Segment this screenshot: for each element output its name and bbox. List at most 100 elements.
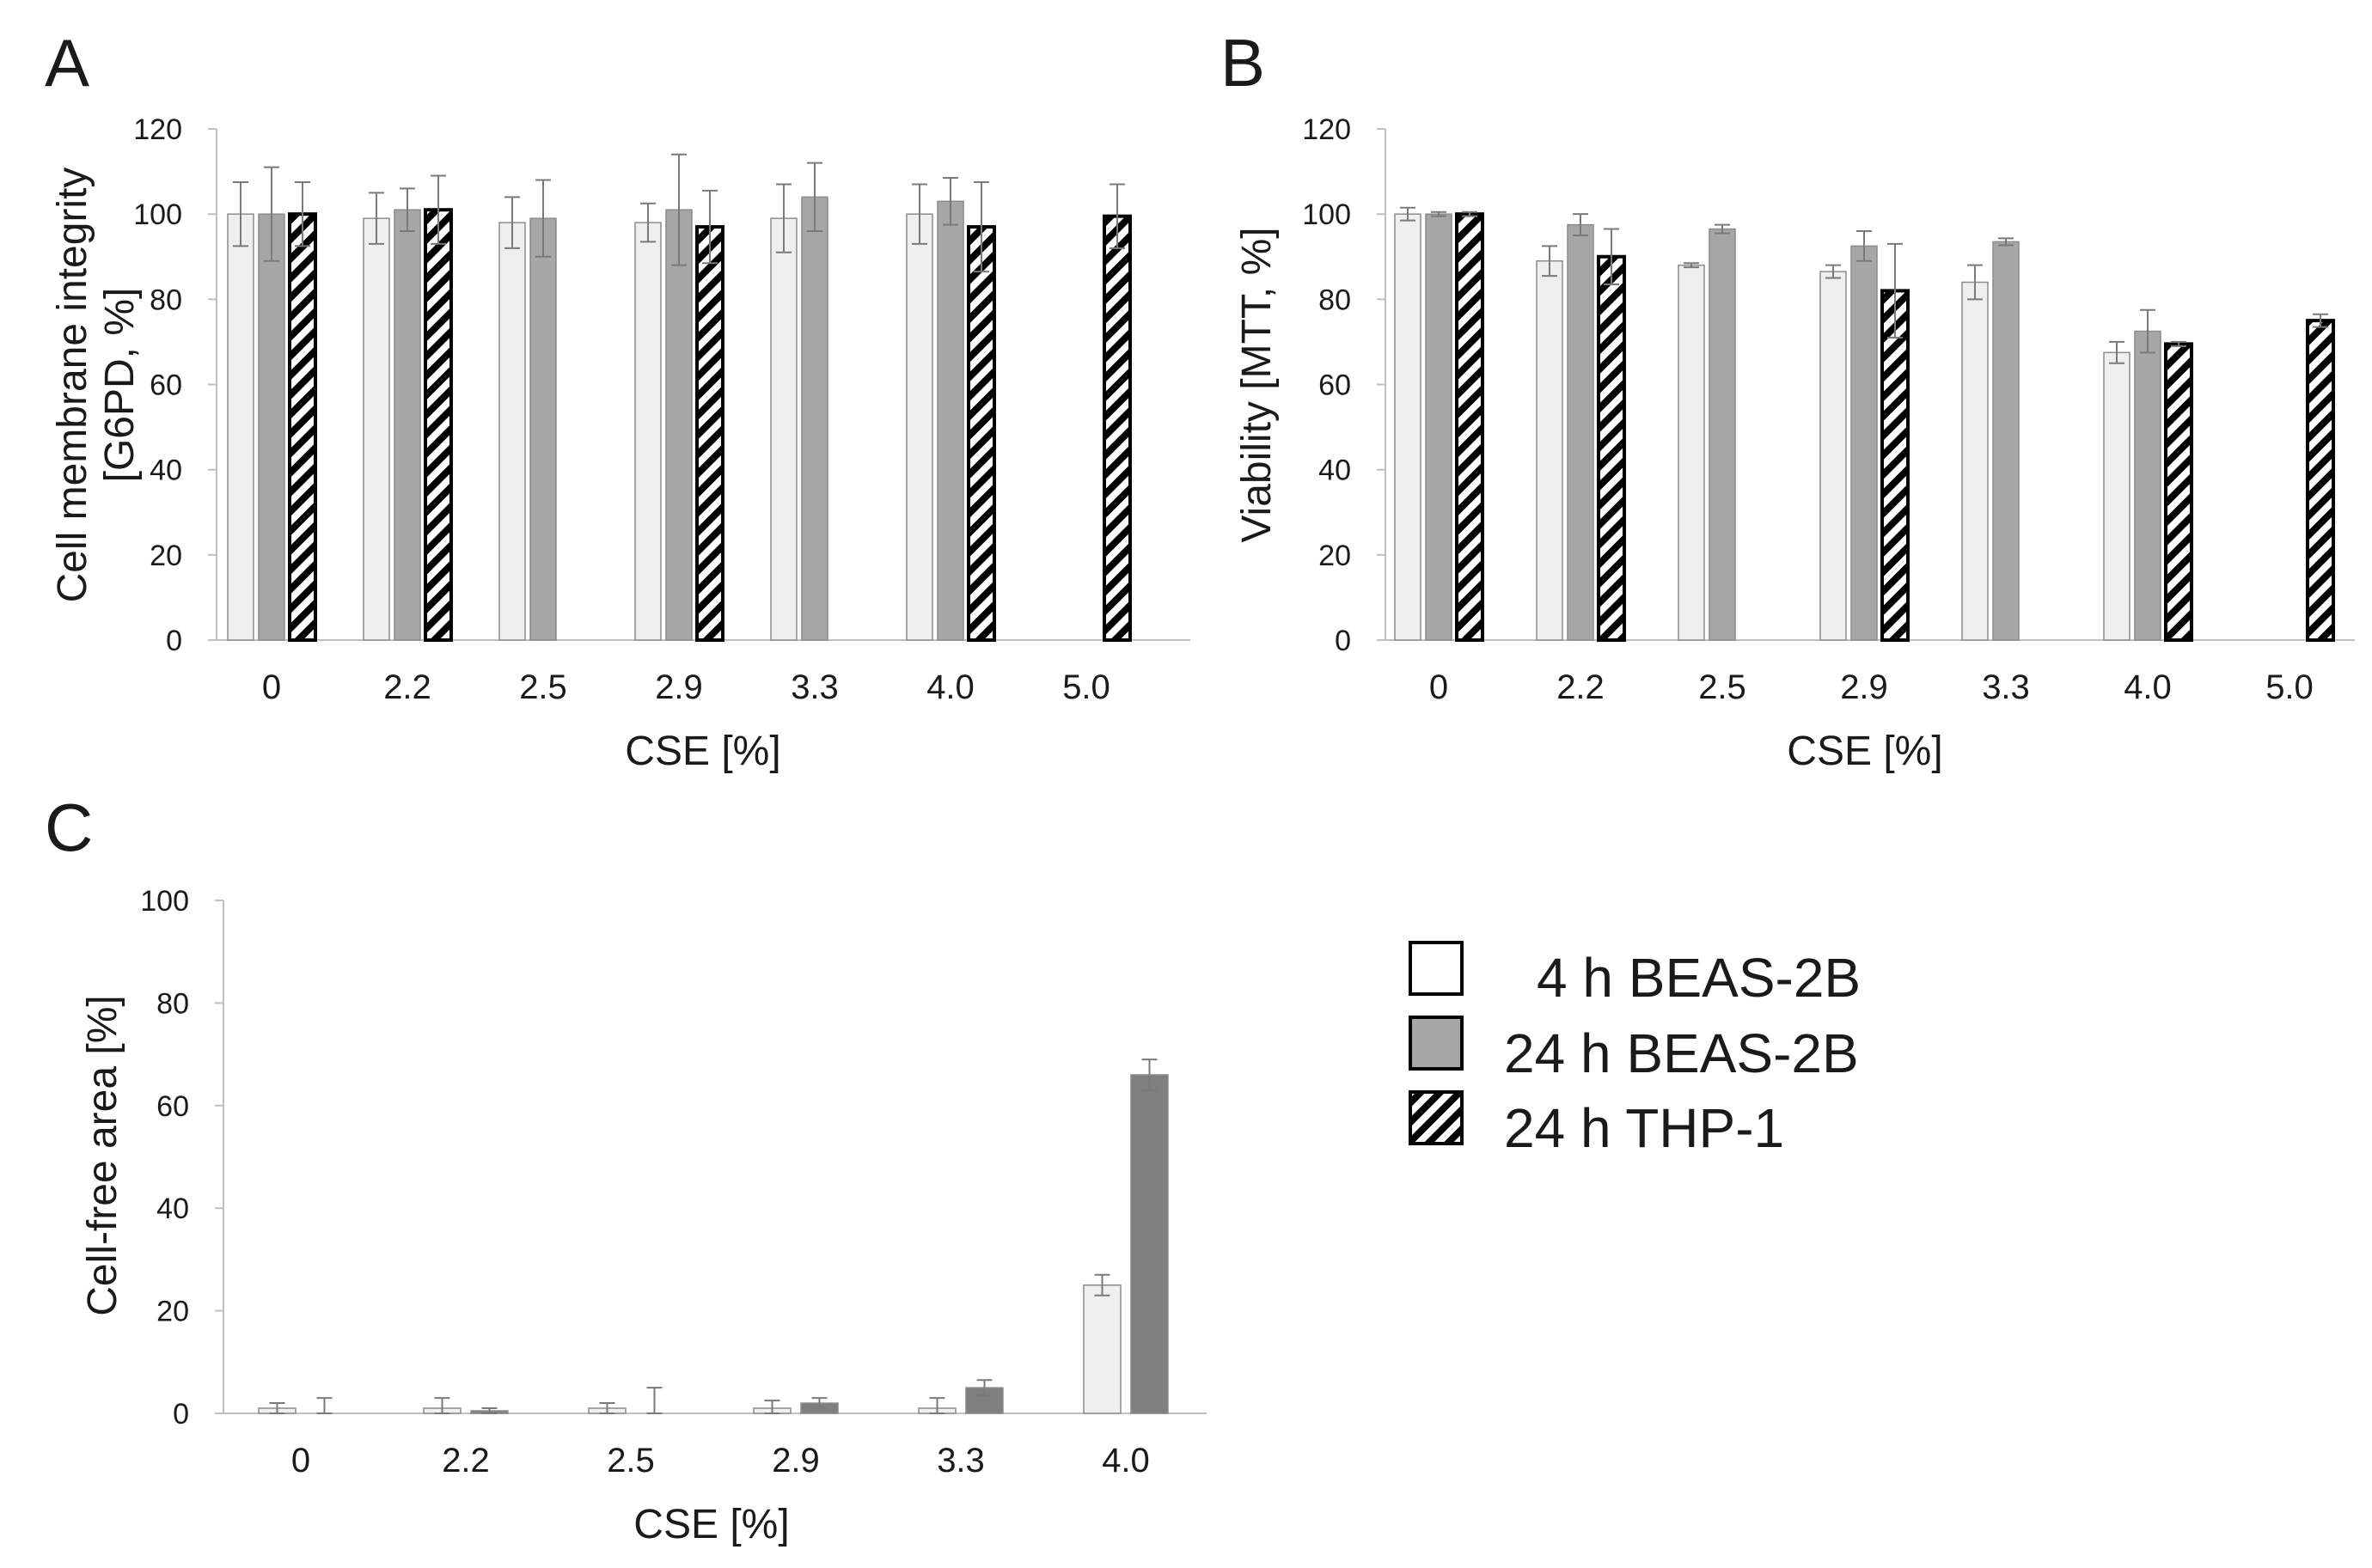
legend-label: 24 h THP-1 [1504,1097,1784,1159]
x-tick-label: 2.2 [1556,668,1605,706]
error-bar-4-h-beas-2b-2-9 [764,1400,780,1414]
bar-24-h-beas-2b-0 [1425,213,1452,641]
chart-c: 0 20 40 60 80 100 0 2.2 2.5 2.9 3.3 4.0 CSE [%] Cell-… [80,885,1207,1547]
bar-24-h-thp-1-2-2 [424,208,453,642]
error-bar-24-h-thp-1-5-0 [2313,313,2328,328]
bar-24-h-beas-2b-2-5 [1709,228,1736,641]
bar-24-h-beas-2b-2-9 [1850,245,1878,641]
x-tick-label: 2.2 [383,668,431,706]
legend: 4 h BEAS-2B 24 h BEAS-2B 24 h THP-1 [1409,941,1861,1159]
bar-24-h-beas-2b-2-5 [529,217,557,641]
x-tick-label: 2.9 [655,668,703,706]
y-tick-label: 120 [133,113,182,146]
x-tick-label: 5.0 [1062,668,1110,706]
error-bar-4-h-beas-2b-4-0 [912,183,927,245]
error-bar-4-h-beas-2b-0 [233,180,248,247]
x-tick-label: 0 [291,1442,310,1480]
error-bar-24-h-beas-2b-2-9 [811,1397,828,1410]
y-tick-label: 120 [1302,113,1351,146]
x-tick-label: 2.5 [1698,668,1746,706]
y-tick-label: 20 [156,1296,189,1328]
error-bar-4-h-beas-2b-3-3 [776,183,792,253]
error-bar-24-h-beas-2b-2-2 [400,187,415,232]
y-axis-label: [G6PD, %] [97,288,143,483]
error-bar-4-h-beas-2b-2-5 [1684,262,1699,269]
y-axis-label: Cell-free area [%] [80,995,125,1315]
x-axis-label: CSE [%] [633,1502,789,1547]
error-bar-24-h-thp-1-2-9 [702,189,718,265]
error-bar-24-h-beas-2b-2-2 [1573,213,1588,236]
error-bar-4-h-beas-2b-2-9 [640,202,656,243]
x-tick-label: 4.0 [2124,668,2172,706]
bar-24-h-beas-2b-4-0 [937,200,964,641]
error-bar-24-h-beas-2b-0 [1431,210,1446,217]
x-tick-label: 2.9 [772,1442,820,1480]
bar-4-h-beas-2b-2-5 [498,222,526,641]
error-bar-4-h-beas-2b-2-5 [599,1402,615,1414]
x-tick-label: 3.3 [1982,668,2030,706]
bar-4-h-beas-2b-2-9 [634,222,662,641]
y-tick-label: 100 [140,885,189,918]
x-tick-label: 2.9 [1840,668,1888,706]
error-bar-24-h-beas-2b-2-9 [1856,230,1872,262]
x-tick-label: 3.3 [791,668,839,706]
error-bar-24-h-thp-1-0 [1462,210,1477,217]
bar-4-h-beas-2b-4-0 [1083,1284,1122,1414]
error-bar-24-h-thp-1-2-2 [1604,228,1619,285]
x-tick-label: 3.3 [937,1442,985,1480]
bar-24-h-thp-1-5-0 [2306,319,2335,642]
x-axis-label: CSE [%] [1787,729,1942,774]
error-bar-4-h-beas-2b-0 [1400,206,1415,222]
error-bar-24-h-beas-2b-2-9 [671,153,687,266]
error-bar-24-h-beas-2b-3-3 [807,162,822,232]
x-tick-label: 4.0 [1102,1442,1150,1480]
y-tick-label: 60 [150,369,182,402]
bar-24-h-thp-1-2-2 [1597,254,1626,642]
y-axis-label: Viability [MTT, %] [1234,227,1280,542]
error-bar-4-h-beas-2b-4-0 [1094,1273,1110,1296]
legend-item-24h-thp1: 24 h THP-1 [1409,1090,1784,1159]
x-tick-label: 2.2 [442,1442,490,1480]
x-tick-label: 2.5 [519,668,567,706]
error-bar-24-h-beas-2b-4-0 [1141,1059,1158,1091]
legend-label: 24 h BEAS-2B [1504,1022,1859,1084]
error-bar-24-h-thp-1-2-2 [431,174,446,245]
error-bar-4-h-beas-2b-3-3 [1967,264,1983,301]
bar-24-h-thp-1-2-9 [1880,289,1910,642]
error-bar-4-h-beas-2b-3-3 [929,1397,945,1414]
bar-24-h-thp-1-4-0 [2164,342,2193,642]
error-bar-24-h-thp-1-5-0 [1110,183,1125,249]
y-tick-label: 40 [150,455,182,487]
bar-24-h-thp-1-5-0 [1103,214,1132,642]
bar-24-h-beas-2b-4-0 [2134,330,2161,641]
error-bar-24-h-beas-2b-0 [316,1397,333,1414]
bar-24-h-beas-2b-2-2 [394,209,421,641]
error-bar-4-h-beas-2b-4-0 [2109,340,2124,364]
legend-item-4h-beas: 4 h BEAS-2B [1409,941,1861,1009]
error-bar-24-h-thp-1-2-9 [1887,242,1903,339]
error-bar-24-h-beas-2b-4-0 [2140,308,2155,354]
error-bar-24-h-beas-2b-2-5 [1715,223,1730,235]
error-bar-4-h-beas-2b-2-2 [1542,245,1557,278]
y-tick-label: 40 [156,1193,189,1225]
y-tick-label: 60 [156,1090,189,1123]
x-axis-label: CSE [%] [625,729,780,774]
error-bar-24-h-beas-2b-2-5 [646,1387,663,1414]
error-bar-4-h-beas-2b-0 [269,1402,285,1414]
bar-24-h-thp-1-0 [1455,212,1484,643]
bar-4-h-beas-2b-0 [227,213,254,641]
bar-24-h-beas-2b-2-9 [665,209,693,641]
y-tick-label: 80 [156,987,189,1020]
x-tick-label: 2.5 [607,1442,655,1480]
bar-24-h-beas-2b-0 [258,213,285,641]
bar-4-h-beas-2b-4-0 [906,213,933,641]
y-tick-label: 20 [1318,540,1351,572]
error-bar-24-h-beas-2b-3-3 [1998,237,2014,247]
bar-4-h-beas-2b-2-5 [1678,264,1705,641]
error-bar-4-h-beas-2b-2-9 [1825,264,1841,279]
chart-a: 0 20 40 60 80 100 120 0 2.2 2.5 2.9 3.3 4.0 5.0 CSE [%… [50,113,1190,774]
bar-4-h-beas-2b-4-0 [2103,351,2131,641]
panel-label-a: A [45,25,89,101]
x-tick-label: 4.0 [926,668,975,706]
